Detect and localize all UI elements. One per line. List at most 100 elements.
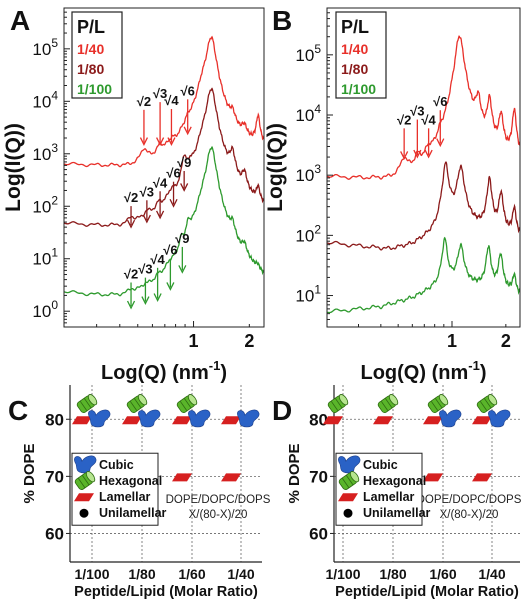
series-line-1-40 bbox=[327, 35, 520, 180]
lamellar-marker bbox=[172, 416, 192, 425]
x-axis-label-main: Log(Q) (nm bbox=[101, 362, 209, 384]
peak-index-label: √2 bbox=[397, 112, 411, 127]
peak-index-label: √3 bbox=[138, 262, 152, 277]
legend-box bbox=[71, 11, 123, 99]
y-tick-label: 105 bbox=[32, 36, 58, 59]
peak-index-label: √4 bbox=[153, 175, 168, 190]
composition-note: X/(80-X)/20 bbox=[440, 509, 499, 521]
y-tick-exponent: 5 bbox=[51, 36, 58, 50]
y-tick-label: 101 bbox=[295, 283, 321, 306]
y-tick-label: 102 bbox=[32, 193, 58, 216]
cubic-marker bbox=[74, 455, 97, 474]
hexagonal-cap bbox=[87, 394, 98, 406]
x-axis-label-sup: -1 bbox=[209, 358, 221, 373]
phase-legend-label: Lamellar bbox=[99, 490, 151, 504]
lamellar-marker bbox=[122, 416, 142, 425]
y-tick-label: 80 bbox=[45, 410, 64, 429]
hexagonal-cap bbox=[388, 394, 399, 406]
x-tick-label: 1/100 bbox=[325, 566, 360, 582]
peak-index-label: √6 bbox=[181, 83, 195, 98]
y-tick-base: 10 bbox=[295, 106, 314, 125]
plot-frame bbox=[63, 7, 265, 328]
peak-arrow-head bbox=[413, 149, 422, 159]
x-axis-label-tail: ) bbox=[480, 362, 487, 384]
peak-arrow-head bbox=[178, 265, 187, 274]
peak-arrow-head bbox=[141, 296, 150, 305]
y-tick-exponent: 3 bbox=[51, 141, 58, 155]
lamellar-marker bbox=[221, 416, 241, 425]
hexagonal-ring bbox=[81, 474, 90, 486]
cubic-marker bbox=[488, 409, 511, 428]
legend-entry: 1/100 bbox=[341, 81, 376, 97]
y-tick-label: 102 bbox=[295, 222, 321, 245]
hexagonal-marker bbox=[327, 394, 349, 413]
hexagonal-ring bbox=[133, 397, 142, 409]
y-tick-base: 10 bbox=[32, 92, 51, 111]
peak-index-label: √2 bbox=[124, 190, 138, 205]
x-axis-label: Log(Q) (nm-1) bbox=[361, 358, 487, 384]
peak-index-label: √4 bbox=[150, 252, 165, 267]
hexagonal-ring bbox=[345, 474, 354, 486]
x-tick-label: 1/60 bbox=[178, 566, 205, 582]
phase-legend-label: Unilamellar bbox=[99, 506, 167, 520]
peak-arrow-head bbox=[126, 300, 136, 310]
x-tick-label: 2 bbox=[244, 331, 254, 351]
peak-arrow-head bbox=[166, 282, 175, 291]
lamellar-marker bbox=[172, 473, 192, 482]
y-tick-label: 103 bbox=[32, 141, 58, 164]
panel-letter: C bbox=[8, 395, 28, 426]
phase-legend-label: Unilamellar bbox=[363, 506, 431, 520]
legend-entry: 1/40 bbox=[77, 41, 104, 57]
hexagonal-ring bbox=[380, 400, 389, 412]
peak-index-label: √9 bbox=[175, 231, 189, 246]
hexagonal-cap bbox=[338, 394, 349, 406]
phase-panel-D: D 60 70 80 1/100 1/80 1/60 1/40 Peptide/Lipid (M… bbox=[272, 385, 522, 600]
hexagonal-cap bbox=[438, 394, 449, 406]
x-tick-label: 2 bbox=[501, 331, 511, 351]
lamellar-marker bbox=[423, 416, 443, 425]
peak-index-label: √3 bbox=[153, 86, 167, 101]
peak-arrow-head bbox=[183, 126, 192, 136]
peak-index-label: √4 bbox=[164, 93, 179, 108]
lamellar-marker bbox=[338, 493, 358, 502]
hexagonal-marker bbox=[427, 394, 449, 413]
series-line-1-80 bbox=[64, 87, 264, 227]
y-tick-exponent: 5 bbox=[314, 42, 321, 56]
y-tick-base: 10 bbox=[32, 145, 51, 164]
cubic-marker bbox=[88, 409, 111, 428]
y-tick-exponent: 1 bbox=[51, 246, 58, 260]
legend-entry: 1/80 bbox=[77, 61, 104, 77]
legend-entry: 1/40 bbox=[341, 41, 368, 57]
legend-entry: 1/80 bbox=[341, 61, 368, 77]
peak-index-label: √6 bbox=[433, 94, 447, 109]
peak-index-label: √3 bbox=[410, 104, 424, 119]
peak-index-label: √9 bbox=[177, 155, 191, 170]
y-tick-label: 105 bbox=[295, 42, 321, 65]
series-line-1-100 bbox=[327, 236, 520, 314]
phase-legend: Cubic Hexagonal Lamellar Unilamellar bbox=[71, 452, 167, 526]
lamellar-marker bbox=[74, 493, 94, 502]
hexagonal-cap bbox=[349, 471, 360, 483]
y-tick-exponent: 4 bbox=[51, 88, 58, 102]
y-tick-exponent: 4 bbox=[314, 102, 321, 116]
series-line-1-100 bbox=[64, 145, 264, 297]
x-tick-label: 1/80 bbox=[379, 566, 406, 582]
peak-arrow-head bbox=[153, 293, 162, 302]
lamellar-marker bbox=[373, 416, 393, 425]
y-tick-label: 70 bbox=[309, 467, 328, 486]
y-tick-label: 70 bbox=[45, 467, 64, 486]
hexagonal-cap bbox=[187, 394, 198, 406]
peak-arrow-head bbox=[126, 219, 136, 229]
hexagonal-ring bbox=[334, 397, 343, 409]
panel-letter: D bbox=[272, 395, 292, 426]
legend-box bbox=[335, 11, 387, 99]
phase-legend: Cubic Hexagonal Lamellar Unilamellar bbox=[335, 452, 431, 526]
y-tick-label: 101 bbox=[32, 246, 58, 269]
x-tick-label: 1 bbox=[447, 331, 457, 351]
hexagonal-ring bbox=[79, 400, 88, 412]
y-tick-base: 10 bbox=[32, 197, 51, 216]
peak-arrow-head bbox=[139, 137, 149, 146]
peak-index-label: √6 bbox=[166, 166, 180, 181]
